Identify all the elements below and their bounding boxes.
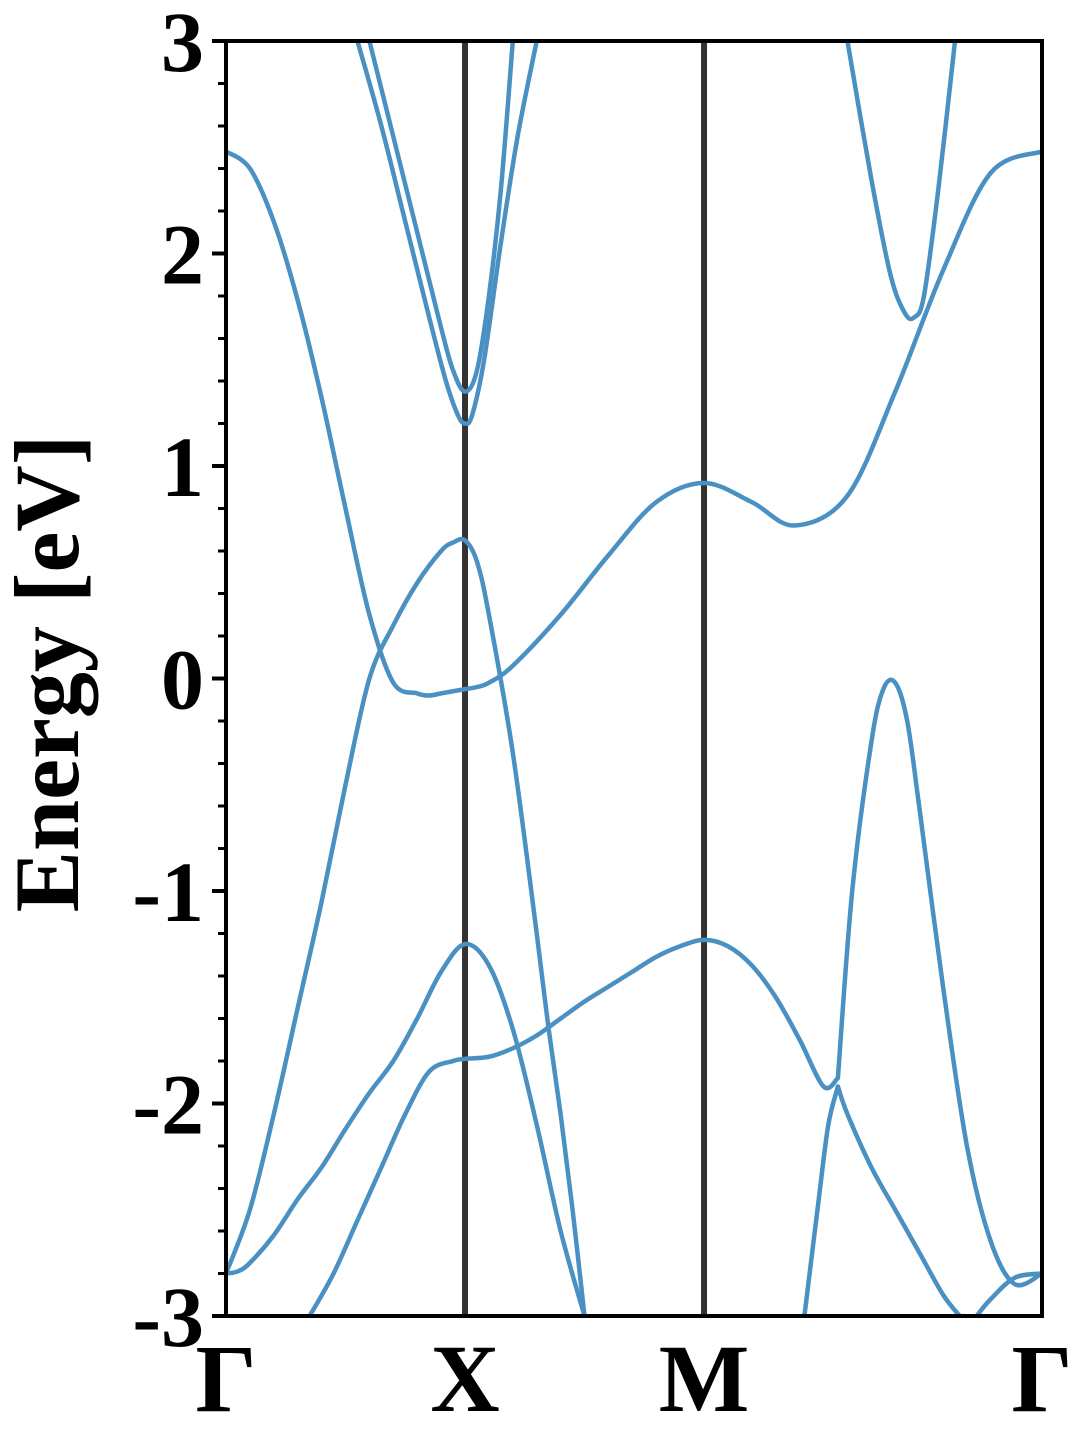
x-tick-label-4: Γ	[1011, 1325, 1072, 1432]
x-tick-label-2: X	[430, 1325, 499, 1432]
band-line-9	[355, 41, 539, 426]
y-ticks	[212, 39, 226, 1318]
y-tick-label: 2	[161, 207, 204, 303]
x-tick-label-1: Γ	[195, 1325, 256, 1432]
band-line-10	[367, 41, 516, 394]
y-tick-label: 1	[161, 419, 204, 515]
y-tick-label: 3	[161, 0, 204, 90]
band-line-2	[226, 536, 587, 1316]
y-tick-labels: -3 -2 -1 0 1 2 3	[132, 0, 204, 1365]
band-line-7	[802, 1084, 841, 1316]
band-line-4	[307, 937, 841, 1316]
x-tick-label-3: M	[659, 1325, 750, 1432]
band-line-8	[974, 1271, 1042, 1316]
y-tick-label: -1	[132, 844, 204, 940]
y-tick-label: 0	[161, 632, 204, 728]
band-line-1	[226, 149, 1042, 698]
y-tick-label: -3	[132, 1269, 204, 1365]
kpath-lines	[462, 41, 708, 1316]
band-line-6	[835, 1084, 963, 1316]
band-line-11	[845, 41, 958, 322]
band-lines	[226, 41, 1042, 1316]
y-tick-label: -2	[132, 1057, 204, 1153]
band-line-3	[226, 941, 587, 1316]
y-axis-label: Energy [eV]	[0, 435, 98, 913]
band-line-5	[835, 677, 1042, 1288]
